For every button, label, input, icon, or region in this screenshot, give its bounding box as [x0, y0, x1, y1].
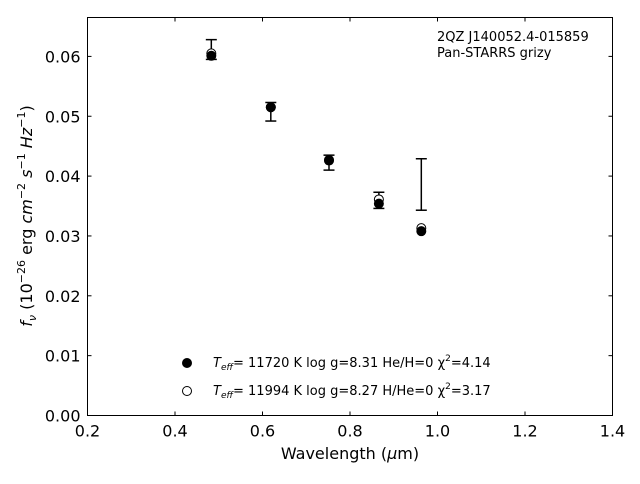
model-point-filled	[206, 50, 217, 61]
y-tick-label: 0.03	[45, 227, 81, 246]
error-bars	[205, 38, 427, 211]
x-tick-label: 1.0	[425, 422, 450, 441]
x-axis-label: Wavelength (μm)	[281, 444, 419, 463]
x-tick-label: 0.6	[250, 422, 275, 441]
legend-marker-open	[182, 386, 192, 396]
legend: Teff= 11720 K log g=8.31 He/H=0 χ2=4.14 …	[182, 354, 491, 401]
plot-area: 0.2 0.4 0.6 0.8 1.0 1.2 1.4 0.00 0.01 0.02 0.03 0.0…	[45, 17, 625, 441]
markers	[206, 48, 427, 237]
model-point-filled	[373, 198, 384, 209]
model-point-filled	[324, 155, 334, 166]
model-point-filled	[416, 226, 427, 237]
y-tick-label: 0.06	[45, 47, 81, 66]
x-tick-label: 1.2	[512, 422, 537, 441]
y-tick-label: 0.00	[45, 407, 81, 426]
ticks: 0.2 0.4 0.6 0.8 1.0 1.2 1.4 0.00 0.01 0.02 0.03 0.0…	[45, 17, 625, 441]
y-tick-label: 0.04	[45, 167, 81, 186]
legend-entry-1: Teff= 11720 K log g=8.31 He/H=0 χ2=4.14	[213, 354, 491, 373]
annotation-survey: Pan-STARRS grizy	[437, 46, 552, 61]
x-tick-label: 0.8	[337, 422, 362, 441]
annotation-object: 2QZ J140052.4-015859	[437, 30, 589, 45]
x-tick-label: 0.2	[75, 422, 100, 441]
x-tick-label: 0.4	[162, 422, 187, 441]
y-tick-label: 0.02	[45, 287, 81, 306]
y-tick-label: 0.05	[45, 107, 81, 126]
legend-marker-filled	[182, 358, 192, 368]
y-tick-label: 0.01	[45, 347, 81, 366]
y-axis-label: fν (10−26 erg cm−2 s−1 Hz−1)	[15, 105, 39, 326]
legend-entry-2: Teff= 11994 K log g=8.27 H/He=0 χ2=3.17	[213, 382, 491, 401]
model-point-filled	[265, 102, 276, 113]
annotation: 2QZ J140052.4-015859 Pan-STARRS grizy	[437, 30, 589, 61]
x-tick-label: 1.4	[600, 422, 625, 441]
